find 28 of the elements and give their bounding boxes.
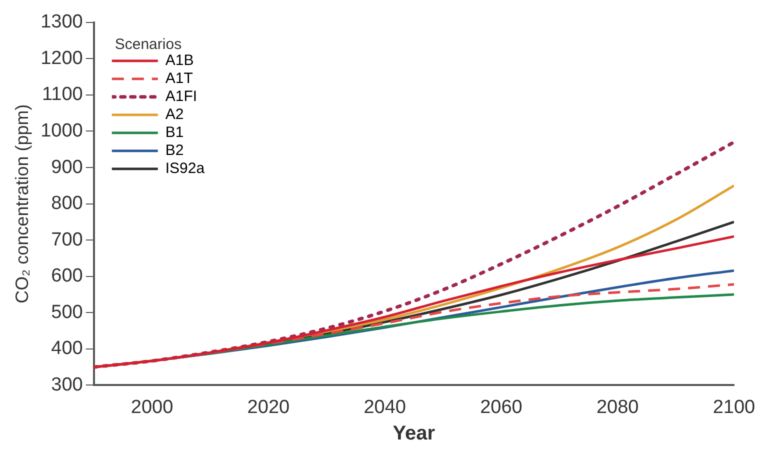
y-tick-label: 800: [51, 193, 83, 214]
y-axis-title: CO₂ concentration (ppm): [12, 104, 32, 304]
y-tick-label: 300: [51, 374, 83, 396]
y-tick-label: 700: [51, 229, 83, 250]
x-tick-label: 2100: [712, 396, 756, 418]
x-tick-label: 2000: [130, 396, 174, 418]
legend-title: Scenarios: [114, 36, 182, 54]
x-tick-label: 2060: [480, 396, 522, 418]
x-axis-title: Year: [392, 422, 436, 445]
line-series: [94, 140, 734, 369]
legend-label: A1T: [165, 70, 193, 88]
legend-label: A1B: [165, 52, 194, 70]
y-tick-label: 600: [51, 266, 83, 287]
y-tick-label: 400: [51, 338, 83, 360]
y-tick-label: 1200: [40, 48, 83, 69]
x-tick-label: 2080: [596, 396, 639, 418]
legend-label: IS92a: [165, 160, 206, 178]
x-tick-label: 2040: [364, 396, 406, 418]
y-tick-label: 1300: [40, 12, 83, 33]
y-tick-label: 900: [51, 156, 83, 178]
legend-label: A2: [165, 106, 184, 124]
y-tick-label: 1100: [42, 84, 83, 106]
legend-label: B2: [165, 142, 184, 160]
y-tick-label: 1000: [40, 120, 83, 142]
legend-label: A1FI: [165, 88, 198, 106]
y-tick-label: 500: [51, 302, 83, 323]
legend-label: B1: [165, 124, 184, 142]
x-tick-label: 2020: [247, 396, 290, 418]
